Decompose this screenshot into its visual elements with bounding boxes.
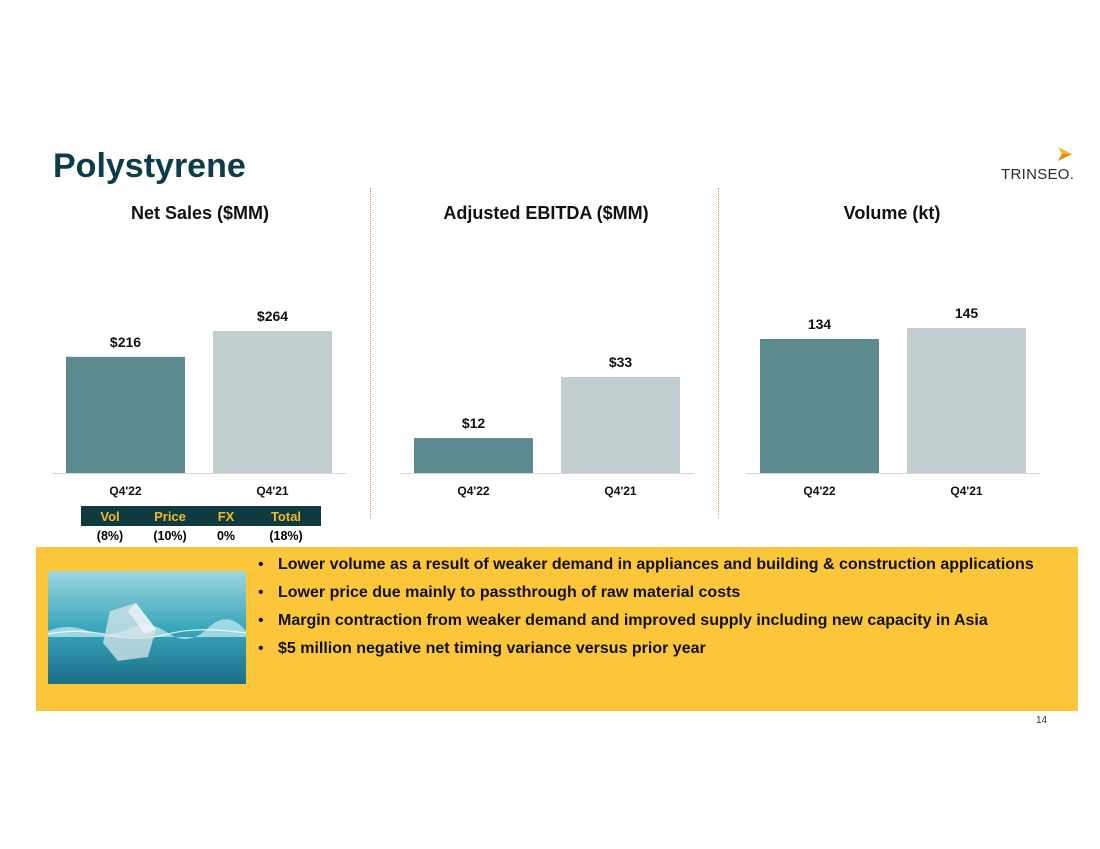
- data-label: 134: [808, 316, 832, 332]
- chart-divider: [718, 188, 719, 518]
- value-total: (18%): [269, 529, 303, 543]
- data-label: $12: [462, 415, 486, 431]
- bar-q422: [760, 339, 879, 473]
- chart-title-net-sales: Net Sales ($MM): [130, 203, 270, 223]
- adjusted-ebitda-bar-chart: $12 Q4'22 $33 Q4'21: [400, 354, 694, 498]
- price-volume-bridge-table: Vol Price FX Total (8%) (10%) 0% (18%): [81, 506, 321, 546]
- chevron-logo-icon: [1058, 147, 1072, 161]
- highlight-item: Margin contraction from weaker demand an…: [256, 611, 1066, 631]
- header-price: Price: [154, 508, 186, 524]
- net-sales-bar-chart: $216 Q4'22 $264 Q4'21: [52, 308, 346, 498]
- header-fx: FX: [217, 508, 235, 524]
- highlight-item: $5 million negative net timing variance …: [256, 639, 1066, 659]
- data-label: $264: [257, 308, 288, 324]
- x-tick-label: Q4'22: [109, 484, 142, 498]
- bridge-table-header: Vol Price FX Total: [81, 506, 321, 526]
- value-price: (10%): [153, 529, 187, 543]
- highlight-item: Lower volume as a result of weaker deman…: [256, 555, 1066, 575]
- header-vol: Vol: [100, 508, 120, 524]
- x-tick-label: Q4'21: [604, 484, 637, 498]
- bar-q421: [213, 331, 332, 473]
- bar-q422: [414, 438, 533, 473]
- volume-bar-chart: 134 Q4'22 145 Q4'21: [746, 305, 1040, 498]
- bar-q422: [66, 356, 185, 473]
- header-total: Total: [270, 508, 302, 524]
- data-label: $33: [609, 354, 633, 370]
- x-tick-label: Q4'22: [457, 484, 490, 498]
- x-tick-label: Q4'21: [256, 484, 289, 498]
- chart-title-volume: Volume (kt): [843, 203, 941, 223]
- chart-title-adjusted-ebitda: Adjusted EBITDA ($MM): [443, 203, 649, 223]
- chart-divider: [370, 188, 371, 518]
- data-label: $216: [110, 334, 141, 350]
- value-vol: (8%): [96, 529, 124, 543]
- trinseo-logo: TRINSEO.: [998, 146, 1078, 186]
- highlights-list: Lower volume as a result of weaker deman…: [256, 555, 1066, 667]
- bar-q421: [561, 377, 680, 473]
- logo-wordmark: TRINSEO.: [1001, 166, 1075, 183]
- value-fx: 0%: [216, 529, 236, 543]
- bridge-table-values: (8%) (10%) 0% (18%): [81, 526, 321, 546]
- data-label: 145: [955, 305, 979, 321]
- x-tick-label: Q4'22: [803, 484, 836, 498]
- page-title: Polystyrene: [53, 147, 246, 185]
- bar-q421: [907, 328, 1026, 473]
- page-number: 14: [1036, 715, 1048, 726]
- plastic-in-water-image: [48, 571, 246, 684]
- highlight-item: Lower price due mainly to passthrough of…: [256, 583, 1066, 603]
- x-tick-label: Q4'21: [950, 484, 983, 498]
